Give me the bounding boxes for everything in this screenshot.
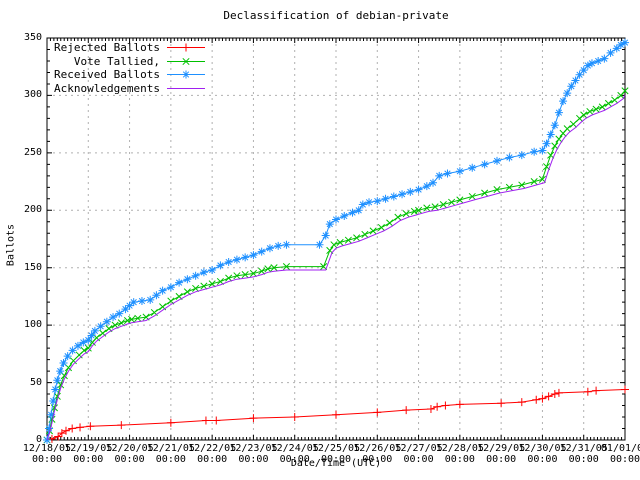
legend-sample-line [167,70,205,79]
x-tick-time: 00:00 [403,454,434,465]
y-tick-label: 350 [23,32,42,43]
y-tick-label: 300 [23,89,42,101]
x-tick-time: 00:00 [320,454,352,465]
x-tick-time: 00:00 [73,454,104,465]
x-tick-date: 12/24/05 [270,443,319,454]
x-tick-time: 00:00 [444,454,475,465]
legend-label: Acknowledgements [54,81,160,95]
x-tick-time: 00:00 [527,454,558,465]
y-tick-label: 0 [35,434,42,445]
x-tick-date: 12/23/05 [229,443,278,454]
y-axis-label: Ballots [5,223,17,267]
legend-sample-line [167,87,205,89]
x-tick-time: 00:00 [279,454,310,465]
x-tick-time: 00:00 [114,454,145,465]
x-tick-time: 00:00 [238,454,269,465]
x-tick-date: 12/20/05 [105,443,154,454]
series-line [46,95,626,441]
x-tick-time: 00:00 [155,454,186,465]
x-tick-time: 00:00 [486,454,517,465]
y-tick-label: 200 [23,204,42,216]
legend-label: Rejected Ballots [54,41,160,54]
series-acknowledgements [46,95,626,441]
legend-label: Vote Tallied, [73,54,160,68]
x-tick-date: 12/19/05 [64,443,113,454]
x-tick-date: 12/31/05 [559,443,608,454]
series-received-ballots [43,38,629,444]
x-tick-time: 00:00 [31,454,63,465]
legend-label: Received Ballots [54,68,160,82]
y-tick-label: 150 [23,261,42,273]
x-tick-date: 12/22/05 [188,443,237,454]
x-tick-date: 12/25/05 [311,443,361,454]
x-axis-label: Date/Time (UTC) [290,458,382,469]
x-tick-date: 12/29/05 [477,443,526,454]
x-tick-date: 12/30/05 [518,443,567,454]
y-tick-label: 50 [29,376,42,388]
x-tick-time: 00:00 [568,454,599,465]
x-tick-date: 12/28/05 [435,443,484,454]
x-tick-time: 00:00 [197,454,228,465]
y-tick-label: 100 [23,319,42,331]
legend-sample-line [167,43,205,52]
x-tick-date: 12/18/05 [22,443,72,454]
x-tick-date: 12/27/05 [394,443,443,454]
x-tick-date: 12/21/05 [146,443,195,454]
x-tick-date: 01/01/06 [600,443,640,454]
x-tick-time: 00:00 [362,454,393,465]
y-tick-label: 250 [23,146,42,158]
series-rejected-ballots [43,385,629,444]
legend-sample-line [167,57,205,65]
chart-title: Declassification of debian-private [223,9,449,22]
x-tick-date: 12/26/05 [353,443,402,454]
series-vote-tallied [43,87,629,444]
x-tick-time: 00:00 [609,454,640,465]
gridlines [47,38,625,440]
